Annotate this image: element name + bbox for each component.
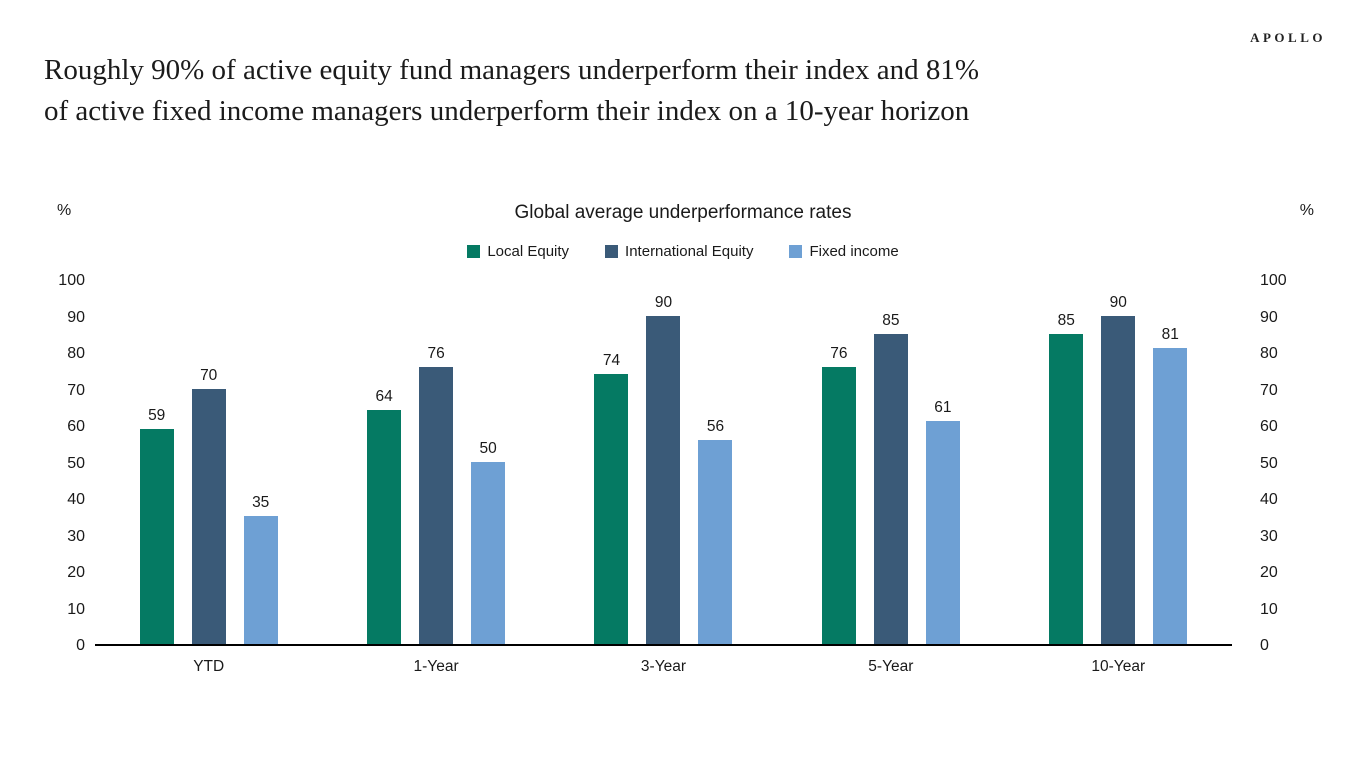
bar-column: 90 bbox=[1101, 281, 1136, 644]
bar-group-10-Year: 85 90 81 10-Year bbox=[1049, 281, 1188, 675]
y-tick-label: 40 bbox=[67, 491, 85, 508]
bar-column: 50 bbox=[471, 281, 506, 644]
legend-swatch-icon bbox=[467, 245, 481, 258]
bar-value-label: 81 bbox=[1161, 326, 1179, 344]
y-tick-label: 80 bbox=[1260, 345, 1278, 362]
bar-fixed-income-YTD bbox=[243, 516, 278, 644]
bar-local-equity-5-Year bbox=[821, 366, 856, 644]
bar-international-equity-5-Year bbox=[873, 333, 908, 644]
bar-value-label: 64 bbox=[375, 388, 393, 406]
headline: Roughly 90% of active equity fund manage… bbox=[44, 50, 1246, 132]
bar-column: 76 bbox=[419, 281, 454, 644]
legend-item-0: Local Equity bbox=[467, 243, 569, 260]
y-tick-label: 60 bbox=[67, 418, 85, 435]
y-tick-label: 30 bbox=[1260, 527, 1278, 545]
y-axis-left: 100 90 80 70 60 50 40 30 20 10 0 bbox=[0, 272, 85, 654]
bar-column: 59 bbox=[139, 281, 174, 644]
apollo-logo: APOLLO bbox=[1250, 30, 1326, 45]
y-tick-label: 90 bbox=[1260, 308, 1278, 326]
bar-group-YTD: 59 70 35 YTD bbox=[139, 281, 278, 675]
bar-local-equity-1-Year bbox=[367, 410, 402, 644]
bar-value-label: 76 bbox=[830, 344, 848, 362]
bar-value-label: 90 bbox=[1109, 293, 1127, 311]
bar-column: 76 bbox=[821, 281, 856, 644]
bar-value-label: 90 bbox=[654, 293, 673, 311]
y-tick-label: 10 bbox=[1260, 600, 1278, 618]
bar-value-label: 74 bbox=[602, 351, 621, 369]
bar-value-label: 35 bbox=[252, 494, 270, 512]
legend-label: Local Equity bbox=[487, 243, 570, 260]
bar-international-equity-YTD bbox=[191, 388, 226, 644]
y-tick-label: 0 bbox=[1260, 637, 1269, 654]
y-axis-right: 100 90 80 70 60 50 40 30 20 10 0 bbox=[1260, 272, 1330, 654]
legend-item-2: Fixed income bbox=[789, 243, 899, 260]
bar-fixed-income-3-Year bbox=[698, 439, 733, 644]
x-axis-category-label: YTD bbox=[193, 658, 225, 675]
legend-item-1: International Equity bbox=[605, 243, 753, 260]
bar-value-label: 59 bbox=[148, 406, 166, 424]
y-tick-label: 50 bbox=[1260, 454, 1278, 472]
bar-column: 70 bbox=[191, 281, 226, 644]
legend-label: Fixed income bbox=[809, 243, 899, 260]
y-tick-label: 70 bbox=[67, 381, 85, 399]
bar-value-label: 85 bbox=[1057, 311, 1075, 329]
y-tick-label: 40 bbox=[1260, 491, 1278, 508]
bar-column: 61 bbox=[925, 281, 960, 644]
bar-column: 74 bbox=[594, 281, 629, 644]
y-tick-label: 100 bbox=[58, 272, 85, 289]
y-tick-label: 60 bbox=[1260, 418, 1278, 435]
bar-column: 35 bbox=[243, 281, 278, 644]
bar-value-label: 50 bbox=[479, 439, 497, 457]
headline-line-1: Roughly 90% of active equity fund manage… bbox=[44, 54, 979, 86]
y-tick-label: 100 bbox=[1260, 272, 1287, 289]
bar-value-label: 85 bbox=[882, 311, 900, 329]
bar-value-label: 76 bbox=[427, 344, 445, 362]
bar-fixed-income-5-Year bbox=[925, 421, 960, 644]
y-tick-label: 10 bbox=[67, 600, 85, 618]
bar-value-label: 70 bbox=[200, 366, 218, 384]
x-axis-category-label: 1-Year bbox=[413, 658, 459, 675]
y-tick-label: 70 bbox=[1260, 381, 1278, 399]
chart-title: Global average underperformance rates bbox=[514, 202, 852, 223]
bar-column: 85 bbox=[1049, 281, 1084, 644]
plot-area: 59 70 35 YTD 64 76 50 1-Year 74 90 56 3-Year 76 85 61 5… bbox=[95, 281, 1232, 675]
headline-line-2: of active fixed income managers underper… bbox=[44, 95, 970, 127]
bar-local-equity-10-Year bbox=[1049, 333, 1084, 644]
bar-international-equity-3-Year bbox=[646, 315, 681, 644]
y-axis-unit-left: % bbox=[57, 202, 72, 219]
bar-column: 90 bbox=[646, 281, 681, 644]
bar-column: 64 bbox=[367, 281, 402, 644]
bar-column: 81 bbox=[1153, 281, 1188, 644]
bar-fixed-income-10-Year bbox=[1153, 348, 1188, 644]
x-axis-category-label: 5-Year bbox=[868, 658, 914, 675]
chart-legend: Local Equity International Equity Fixed in… bbox=[0, 243, 1366, 260]
legend-swatch-icon bbox=[789, 245, 803, 258]
bar-local-equity-YTD bbox=[139, 428, 174, 644]
legend-swatch-icon bbox=[605, 245, 619, 258]
y-tick-label: 0 bbox=[76, 637, 85, 654]
y-tick-label: 20 bbox=[67, 564, 85, 581]
y-tick-label: 80 bbox=[67, 345, 85, 362]
y-tick-label: 50 bbox=[67, 454, 85, 472]
x-axis-category-label: 10-Year bbox=[1091, 658, 1146, 675]
bar-group-3-Year: 74 90 56 3-Year bbox=[594, 281, 733, 675]
bar-group-1-Year: 64 76 50 1-Year bbox=[367, 281, 506, 675]
y-tick-label: 90 bbox=[67, 308, 85, 326]
y-tick-label: 30 bbox=[67, 527, 85, 545]
bar-local-equity-3-Year bbox=[594, 373, 629, 644]
bar-international-equity-1-Year bbox=[419, 366, 454, 644]
x-axis-category-label: 3-Year bbox=[640, 658, 687, 675]
y-axis-unit-right: % bbox=[1299, 202, 1314, 219]
bar-value-label: 56 bbox=[706, 417, 725, 435]
y-tick-label: 20 bbox=[1260, 564, 1278, 581]
legend-label: International Equity bbox=[625, 243, 754, 260]
bar-value-label: 61 bbox=[934, 399, 952, 417]
bar-column: 56 bbox=[698, 281, 733, 644]
bar-international-equity-10-Year bbox=[1101, 315, 1136, 644]
bar-group-5-Year: 76 85 61 5-Year bbox=[821, 281, 960, 675]
bar-column: 85 bbox=[873, 281, 908, 644]
bar-fixed-income-1-Year bbox=[471, 461, 506, 644]
